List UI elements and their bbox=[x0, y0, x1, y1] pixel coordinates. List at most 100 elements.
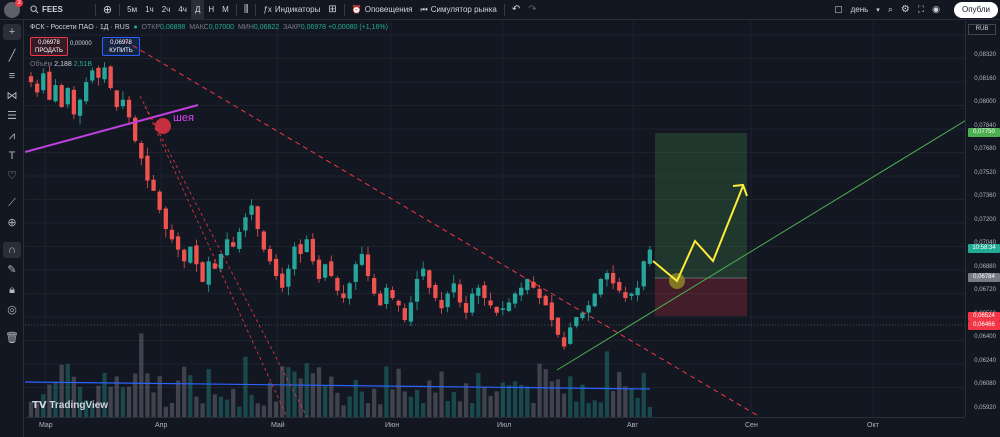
timeframe-week[interactable]: Н bbox=[208, 5, 215, 14]
volume-bar bbox=[500, 382, 505, 417]
timeframe-1h[interactable]: 1ч bbox=[145, 5, 154, 14]
trend-line-icon[interactable]: ╱ bbox=[8, 50, 16, 62]
volume-bar bbox=[506, 385, 512, 417]
chevron-down-icon[interactable]: ▾ bbox=[876, 6, 880, 14]
heart-icon[interactable]: ♡ bbox=[7, 170, 17, 182]
volume-bar bbox=[310, 373, 316, 417]
currency-select[interactable]: RUB bbox=[968, 24, 996, 35]
candle-body bbox=[555, 317, 561, 335]
candle-body bbox=[71, 89, 77, 115]
candle-body bbox=[267, 248, 273, 262]
trash-icon[interactable]: 🗑︎ bbox=[5, 332, 19, 344]
candle-body bbox=[212, 263, 217, 269]
volume-bar bbox=[335, 392, 340, 417]
candle-body bbox=[512, 293, 518, 304]
volume-bar bbox=[451, 391, 456, 417]
candles bbox=[28, 62, 653, 350]
candle-body bbox=[182, 249, 187, 262]
price-axis-label: 0,07520 bbox=[974, 169, 996, 176]
camera-icon[interactable]: ◉ bbox=[932, 4, 940, 14]
price-axis[interactable]: 0,08320 0,08160 0,08000 0,07840 0,07680 0,075… bbox=[965, 21, 1000, 417]
candle-type-icon[interactable]: ⫼ bbox=[243, 4, 249, 15]
timeframe-2h[interactable]: 2ч bbox=[161, 5, 171, 14]
volume-bar bbox=[182, 366, 187, 417]
candle-body bbox=[292, 246, 297, 270]
volume-bar bbox=[329, 376, 334, 417]
zoom-in-icon[interactable]: ⊕ bbox=[7, 217, 17, 229]
buy-button[interactable]: 0,06978 КУПИТЬ bbox=[102, 37, 140, 56]
volume-bar bbox=[519, 384, 524, 417]
volume-bar bbox=[402, 391, 407, 417]
settings-gear-icon[interactable]: ⚙ bbox=[900, 4, 910, 15]
candle-body bbox=[531, 281, 536, 288]
text-tool-icon[interactable]: T bbox=[8, 150, 16, 162]
ruler-icon[interactable]: ⟋ bbox=[8, 197, 16, 209]
candle-body bbox=[286, 268, 291, 287]
layout-name[interactable]: день bbox=[850, 5, 869, 14]
eye-icon[interactable]: ◎ bbox=[7, 304, 17, 316]
search-icon bbox=[30, 5, 39, 14]
volume-bar bbox=[470, 403, 475, 417]
volume-bar bbox=[139, 333, 144, 417]
timeframe-4h[interactable]: 4ч bbox=[178, 5, 187, 14]
candle-body bbox=[390, 290, 395, 299]
fullscreen-icon[interactable]: ⛶ bbox=[917, 4, 925, 14]
candle-body bbox=[402, 308, 407, 321]
volume-value-1: 2,188 bbox=[54, 61, 72, 68]
fib-retracement-icon[interactable]: ☰ bbox=[7, 110, 17, 122]
indicators-button[interactable]: ƒx Индикаторы bbox=[259, 0, 324, 20]
candle-body bbox=[329, 261, 334, 276]
high-value: 0,07000 bbox=[208, 24, 235, 31]
time-axis[interactable]: Мар Апр Май Июн Июл Авг Сен Окт bbox=[25, 417, 965, 437]
redo-icon[interactable]: ↷ bbox=[528, 4, 537, 15]
candle-body bbox=[396, 300, 401, 306]
volume-bar bbox=[90, 403, 95, 417]
crosshair-icon[interactable]: + bbox=[3, 24, 21, 40]
magnet-icon[interactable]: ∩ bbox=[3, 242, 21, 258]
sell-button[interactable]: 0,06978 ПРОДАТЬ bbox=[30, 37, 68, 56]
timeframe-5m[interactable]: 5м bbox=[127, 5, 138, 14]
timeframe-day[interactable]: Д bbox=[190, 0, 205, 20]
candle-body bbox=[169, 229, 175, 240]
candle-body bbox=[519, 287, 524, 296]
symbol-search[interactable]: FEES bbox=[26, 0, 67, 20]
candle-body bbox=[41, 73, 46, 91]
layouts-icon[interactable]: ⊞ bbox=[328, 4, 337, 15]
patterns-icon[interactable]: ⩘ bbox=[8, 130, 16, 142]
tradingview-logo[interactable]: 𝗧𝗩 TradingView bbox=[32, 400, 108, 411]
user-avatar[interactable]: 3 bbox=[4, 0, 23, 18]
candle-body bbox=[84, 82, 89, 102]
quick-search-icon[interactable]: ⌕ bbox=[887, 4, 893, 14]
price-chart[interactable] bbox=[25, 21, 965, 417]
price-axis-tag: 0,06466 bbox=[968, 321, 1000, 330]
candle-body bbox=[249, 205, 254, 215]
candle-body bbox=[365, 254, 371, 276]
candle-body bbox=[414, 278, 420, 302]
alerts-label: Оповещения bbox=[364, 5, 413, 14]
compare-add-icon[interactable]: ⊕ bbox=[102, 4, 113, 16]
undo-icon[interactable]: ↶ bbox=[511, 4, 521, 15]
layout-select-icon[interactable]: ▢ bbox=[834, 4, 843, 14]
volume-bar bbox=[133, 373, 138, 417]
open-value: 0,06898 bbox=[159, 24, 186, 31]
lock-icon[interactable]: 🔒︎ bbox=[9, 284, 15, 296]
publish-button[interactable]: Опубли bbox=[953, 2, 998, 18]
price-axis-label: 0,07200 bbox=[974, 216, 996, 223]
candle-body bbox=[421, 268, 426, 277]
replay-button[interactable]: ⏮ Симулятор рынка bbox=[417, 0, 501, 20]
volume-bar bbox=[341, 405, 346, 417]
candle-body bbox=[568, 327, 573, 344]
volume-bar bbox=[126, 386, 132, 417]
volume-bar bbox=[273, 401, 279, 417]
candle-body bbox=[463, 303, 469, 313]
stay-drawing-icon[interactable]: ✎ bbox=[7, 264, 17, 276]
price-axis-label: 0,07680 bbox=[974, 146, 996, 152]
alerts-button[interactable]: ⏰ Оповещения bbox=[348, 0, 417, 20]
timeframe-month[interactable]: М bbox=[222, 5, 229, 14]
symbol-title[interactable]: ФСК - Россети ПАО · 1Д · RUS bbox=[30, 24, 130, 31]
pitchfork-icon[interactable]: ⋈ bbox=[6, 90, 18, 102]
candle-body bbox=[316, 259, 322, 279]
horizontal-lines-icon[interactable]: ≡ bbox=[8, 70, 16, 82]
price-axis-tag: 0,07750 bbox=[968, 128, 1000, 137]
volume-bar bbox=[188, 375, 193, 417]
